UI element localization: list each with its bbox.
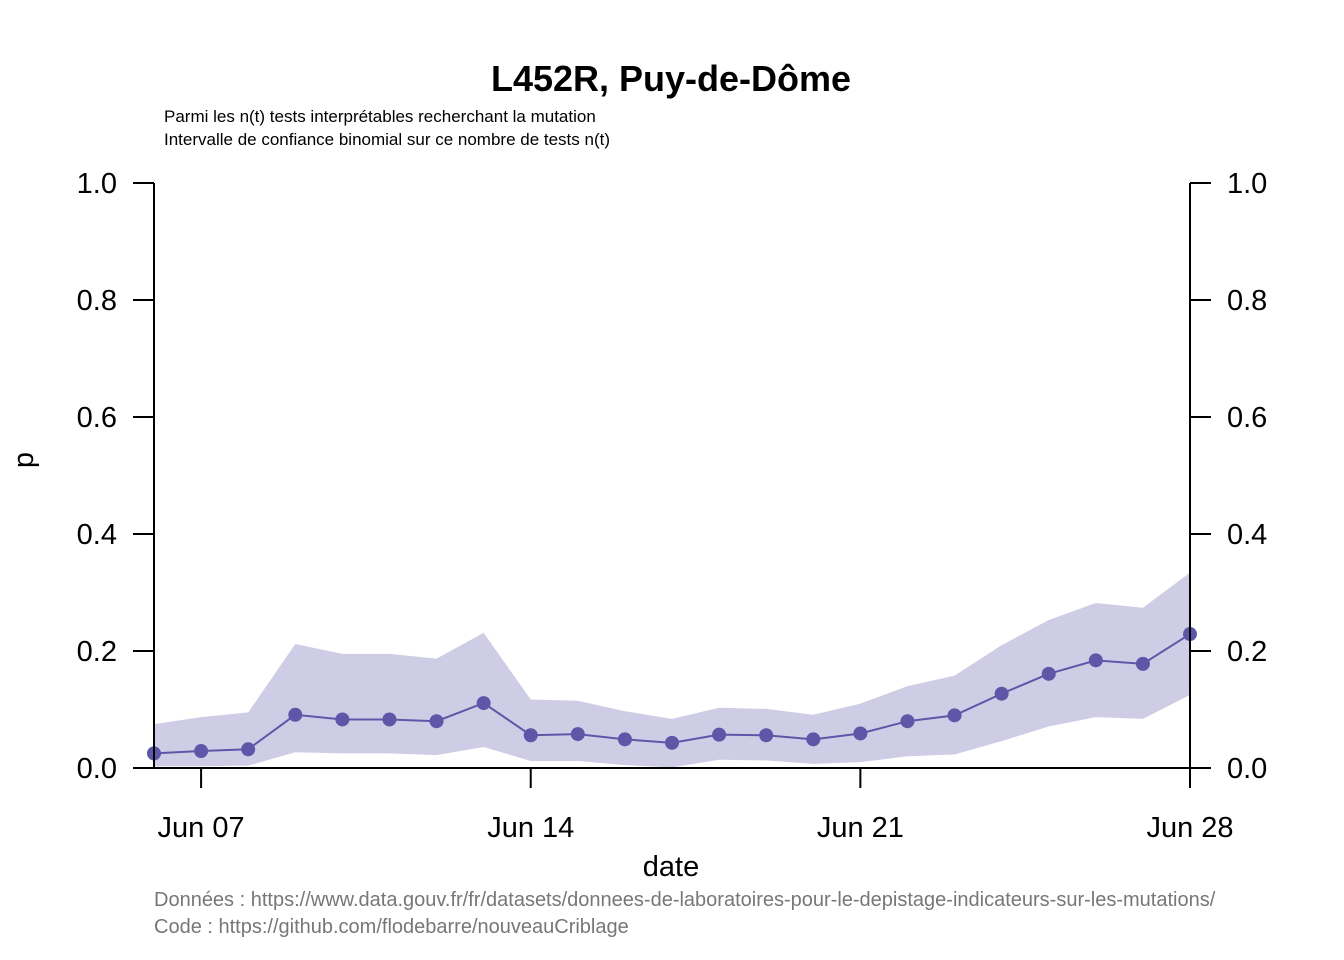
code-source-note: Code : https://github.com/flodebarre/nou… bbox=[154, 916, 629, 938]
data-point bbox=[665, 735, 679, 750]
data-point bbox=[570, 727, 585, 742]
chart-title: L452R, Puy-de-Dôme bbox=[491, 58, 851, 99]
y-tick-label-right: 0.0 bbox=[1227, 753, 1267, 785]
data-point bbox=[523, 728, 538, 743]
data-point bbox=[1135, 656, 1150, 671]
x-axis-label: date bbox=[643, 851, 699, 883]
data-point bbox=[382, 712, 397, 727]
y-axis-label: p bbox=[8, 452, 40, 468]
data-point bbox=[429, 714, 444, 729]
data-source-note: Données : https://www.data.gouv.fr/fr/da… bbox=[154, 889, 1216, 911]
data-point bbox=[288, 707, 303, 722]
series-layer bbox=[147, 627, 1197, 761]
y-tick-label-right: 0.6 bbox=[1227, 402, 1267, 434]
y-tick-label-left: 0.2 bbox=[77, 636, 117, 668]
x-tick-label: Jun 07 bbox=[158, 812, 245, 844]
axes-layer: 0.0 0.0 0.2 0.2 0.4 0.4 0.6 0.6 0.8 0.8 1.0 1.0 Jun … bbox=[77, 168, 1268, 844]
data-point bbox=[712, 727, 727, 742]
data-point bbox=[194, 744, 209, 759]
data-point bbox=[1088, 653, 1103, 668]
data-point bbox=[241, 742, 256, 757]
data-point bbox=[947, 708, 962, 723]
y-tick-label-left: 1.0 bbox=[77, 168, 117, 200]
data-point bbox=[759, 728, 774, 743]
y-tick-label-right: 0.4 bbox=[1227, 519, 1267, 551]
y-tick-label-left: 0.6 bbox=[77, 402, 117, 434]
y-tick-label-left: 0.0 bbox=[77, 753, 117, 785]
x-tick-label: Jun 14 bbox=[487, 812, 574, 844]
x-tick-label: Jun 28 bbox=[1146, 812, 1233, 844]
data-point bbox=[1041, 666, 1056, 681]
data-point bbox=[476, 696, 491, 711]
y-tick-label-right: 0.2 bbox=[1227, 636, 1267, 668]
y-tick-label-left: 0.8 bbox=[77, 285, 117, 317]
data-point bbox=[617, 732, 632, 747]
data-point bbox=[853, 726, 868, 741]
chart-subtitle-line-1: Parmi les n(t) tests interprétables rech… bbox=[164, 107, 596, 126]
data-point bbox=[994, 686, 1009, 701]
data-point bbox=[900, 714, 915, 729]
y-tick-label-right: 0.8 bbox=[1227, 285, 1267, 317]
data-point bbox=[335, 712, 350, 727]
y-tick-label-right: 1.0 bbox=[1227, 168, 1267, 200]
data-point bbox=[806, 732, 821, 747]
y-tick-label-left: 0.4 bbox=[77, 519, 117, 551]
x-tick-label: Jun 21 bbox=[817, 812, 904, 844]
chart-subtitle-line-2: Intervalle de confiance binomial sur ce … bbox=[164, 130, 610, 149]
